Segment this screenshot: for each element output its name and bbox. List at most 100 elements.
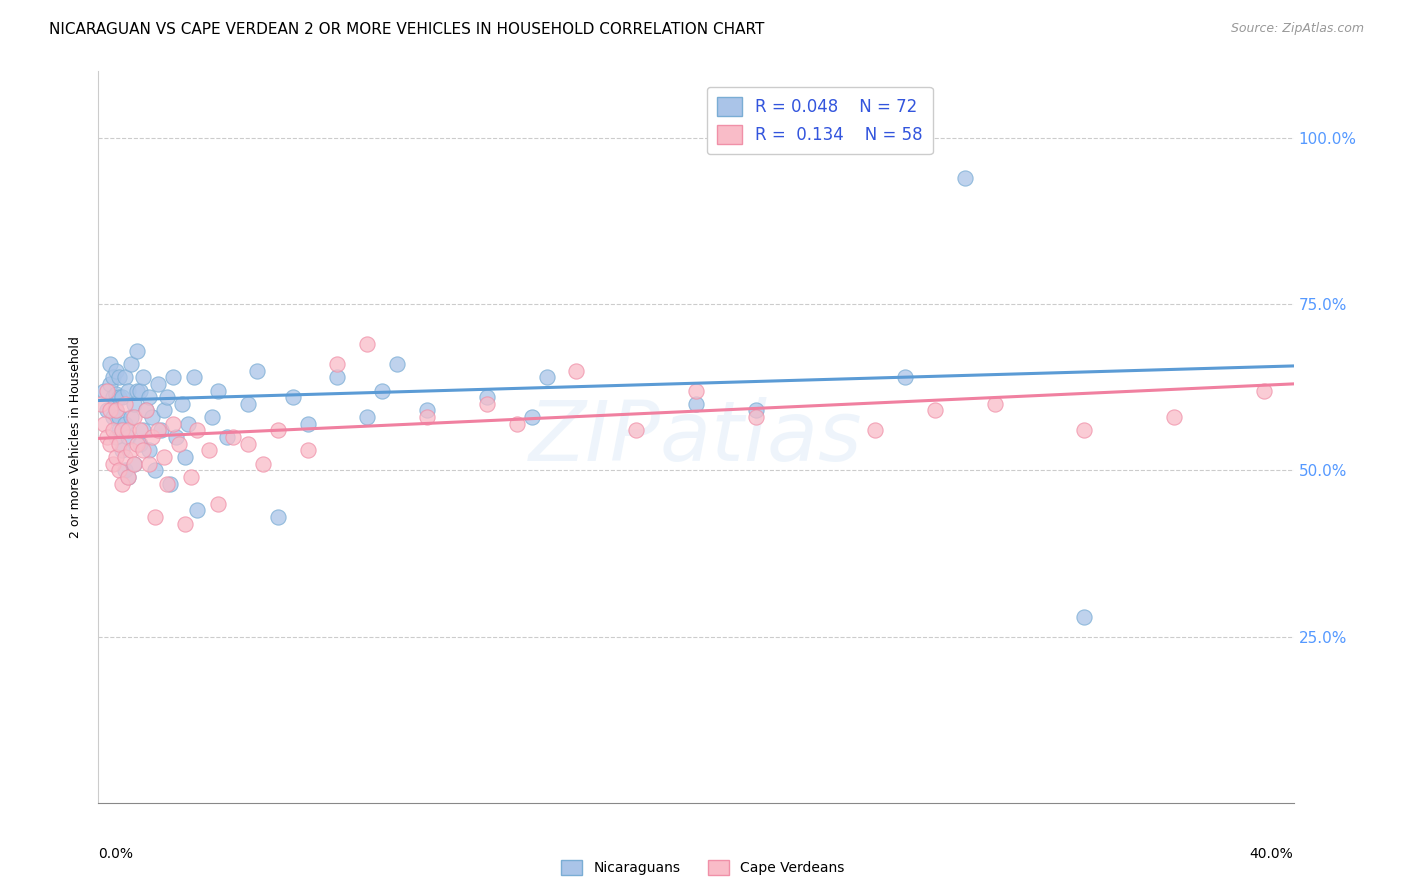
Point bbox=[117, 384, 139, 398]
Point bbox=[326, 370, 349, 384]
Point bbox=[1253, 384, 1275, 398]
Point bbox=[475, 390, 498, 404]
Point bbox=[520, 410, 543, 425]
Point bbox=[111, 443, 134, 458]
Point bbox=[103, 424, 125, 438]
Point bbox=[124, 410, 146, 425]
Point bbox=[129, 384, 152, 398]
Point bbox=[114, 397, 136, 411]
Point bbox=[198, 443, 221, 458]
Point bbox=[150, 424, 173, 438]
Point bbox=[98, 403, 122, 417]
Point bbox=[138, 443, 160, 458]
Point bbox=[127, 436, 149, 450]
Point bbox=[96, 403, 118, 417]
Point bbox=[143, 463, 166, 477]
Point bbox=[120, 357, 142, 371]
Point bbox=[111, 390, 134, 404]
Point bbox=[159, 476, 181, 491]
Point bbox=[156, 390, 179, 404]
Point bbox=[103, 390, 125, 404]
Point bbox=[141, 430, 163, 444]
Point bbox=[281, 390, 304, 404]
Point bbox=[117, 470, 139, 484]
Point bbox=[124, 457, 146, 471]
Point bbox=[1073, 609, 1095, 624]
Point bbox=[536, 370, 558, 384]
Point bbox=[111, 424, 134, 438]
Point bbox=[108, 424, 131, 438]
Point bbox=[108, 463, 131, 477]
Point bbox=[177, 417, 200, 431]
Point bbox=[105, 430, 128, 444]
Point bbox=[180, 470, 202, 484]
Point bbox=[135, 403, 157, 417]
Point bbox=[685, 384, 707, 398]
Point bbox=[90, 397, 112, 411]
Point bbox=[156, 476, 179, 491]
Point bbox=[143, 509, 166, 524]
Point bbox=[326, 357, 349, 371]
Point bbox=[117, 430, 139, 444]
Point bbox=[108, 390, 131, 404]
Text: Source: ZipAtlas.com: Source: ZipAtlas.com bbox=[1230, 22, 1364, 36]
Point bbox=[506, 417, 529, 431]
Point bbox=[924, 403, 946, 417]
Point bbox=[356, 410, 378, 425]
Point bbox=[153, 403, 176, 417]
Point bbox=[174, 516, 197, 531]
Point bbox=[132, 424, 155, 438]
Point bbox=[236, 397, 259, 411]
Point bbox=[745, 410, 768, 425]
Point bbox=[120, 410, 142, 425]
Point bbox=[626, 424, 648, 438]
Point bbox=[98, 357, 122, 371]
Point bbox=[953, 170, 976, 185]
Point bbox=[105, 387, 128, 401]
Point bbox=[105, 403, 128, 417]
Point bbox=[162, 370, 184, 384]
Point bbox=[138, 457, 160, 471]
Point bbox=[371, 384, 394, 398]
Point bbox=[127, 384, 149, 398]
Point bbox=[252, 457, 274, 471]
Point bbox=[565, 363, 588, 377]
Point bbox=[162, 417, 184, 431]
Point bbox=[186, 503, 208, 517]
Point bbox=[745, 403, 768, 417]
Point bbox=[114, 450, 136, 464]
Point bbox=[98, 436, 122, 450]
Point bbox=[103, 410, 125, 425]
Point bbox=[685, 397, 707, 411]
Point bbox=[103, 370, 125, 384]
Text: 40.0%: 40.0% bbox=[1250, 847, 1294, 861]
Point bbox=[105, 450, 128, 464]
Text: ZIPatlas: ZIPatlas bbox=[529, 397, 863, 477]
Point bbox=[93, 417, 115, 431]
Point bbox=[114, 370, 136, 384]
Text: NICARAGUAN VS CAPE VERDEAN 2 OR MORE VEHICLES IN HOUSEHOLD CORRELATION CHART: NICARAGUAN VS CAPE VERDEAN 2 OR MORE VEH… bbox=[49, 22, 765, 37]
Point bbox=[117, 424, 139, 438]
Point bbox=[98, 376, 122, 391]
Point bbox=[103, 457, 125, 471]
Point bbox=[108, 370, 131, 384]
Point bbox=[222, 430, 245, 444]
Point bbox=[124, 397, 146, 411]
Point bbox=[201, 410, 224, 425]
Point bbox=[207, 384, 229, 398]
Point bbox=[117, 470, 139, 484]
Point bbox=[108, 436, 131, 450]
Point bbox=[297, 443, 319, 458]
Point bbox=[129, 436, 152, 450]
Legend: R = 0.048    N = 72, R =  0.134    N = 58: R = 0.048 N = 72, R = 0.134 N = 58 bbox=[707, 87, 932, 153]
Point bbox=[865, 424, 887, 438]
Point bbox=[105, 363, 128, 377]
Point bbox=[167, 436, 190, 450]
Point bbox=[127, 343, 149, 358]
Point bbox=[138, 390, 160, 404]
Point bbox=[246, 363, 269, 377]
Point bbox=[111, 476, 134, 491]
Legend: Nicaraguans, Cape Verdeans: Nicaraguans, Cape Verdeans bbox=[555, 855, 851, 880]
Point bbox=[236, 436, 259, 450]
Point bbox=[1163, 410, 1185, 425]
